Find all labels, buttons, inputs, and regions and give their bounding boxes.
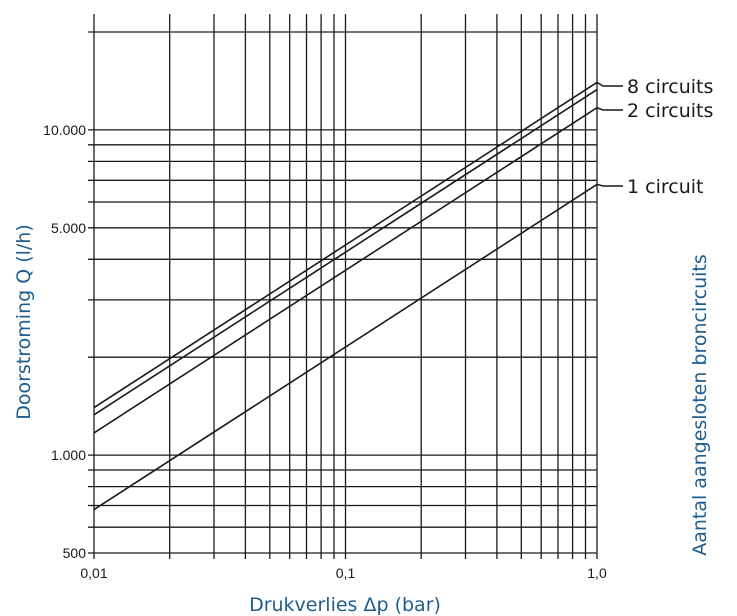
y-tick-label: 1.000 — [51, 447, 86, 463]
y-tick-label: 5.000 — [51, 220, 86, 236]
series-leader-line — [596, 81, 623, 87]
y-tick-label: 500 — [63, 545, 87, 561]
series-label: 8 circuits — [627, 76, 713, 98]
series-lines — [93, 81, 598, 511]
x-tick-label: 0,01 — [80, 565, 107, 581]
y-axis-title: Doorstroming Q (l/h) — [13, 224, 35, 420]
series-label: 2 circuits — [627, 100, 713, 122]
x-axis-title: Drukverlies Δp (bar) — [249, 594, 441, 616]
right-axis-title: Aantal aangesloten broncircuits — [689, 254, 711, 556]
series-label: 1 circuit — [627, 176, 703, 198]
x-tick-label: 1,0 — [587, 565, 607, 581]
series-leader-line — [596, 183, 623, 187]
series-leader-line — [596, 106, 623, 111]
series-line — [93, 107, 598, 434]
y-tick-label: 10.000 — [43, 122, 86, 138]
series-line — [93, 81, 598, 409]
series-line — [93, 88, 598, 416]
x-tick-label: 0,1 — [336, 565, 356, 581]
grid — [88, 14, 598, 559]
series-line — [93, 183, 598, 511]
tick-labels: 0,01 0,1 1,0 500 1.000 5.000 10.000 — [43, 122, 607, 581]
